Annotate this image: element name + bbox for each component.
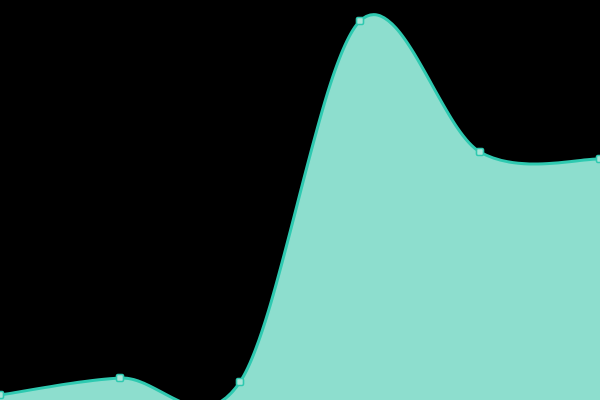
data-point-marker[interactable]	[235, 377, 245, 387]
data-point-marker[interactable]	[115, 373, 125, 383]
series-marker-group	[0, 16, 600, 400]
data-point-marker[interactable]	[475, 147, 485, 157]
data-point-marker[interactable]	[355, 16, 365, 26]
series-area-fill	[0, 14, 600, 400]
data-point-marker[interactable]	[0, 390, 5, 400]
data-point-marker[interactable]	[595, 154, 600, 164]
